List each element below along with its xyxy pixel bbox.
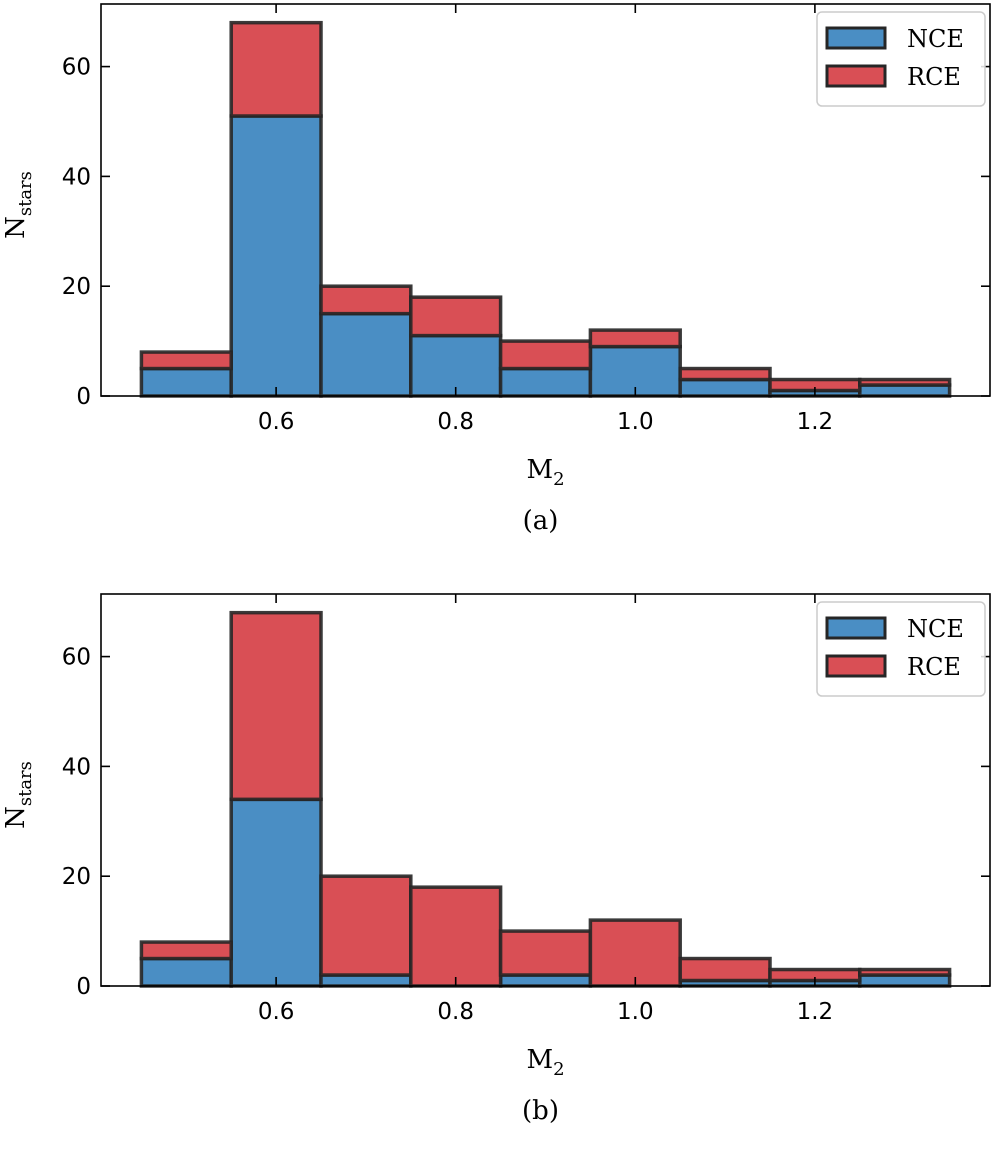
legend-label-nce: NCE	[907, 615, 964, 643]
x-tick-label: 0.6	[258, 999, 295, 1025]
y-tick-label: 0	[76, 384, 91, 410]
legend: NCE RCE	[816, 601, 986, 697]
bar-nce-0	[139, 956, 233, 988]
x-tick-label: 0.8	[437, 999, 474, 1025]
bar-nce-3	[409, 333, 503, 398]
bar-nce-2	[319, 311, 413, 398]
axes-frame	[100, 593, 991, 987]
y-tick-label: 20	[62, 864, 91, 890]
bar-rce-0	[139, 350, 233, 371]
x-tick-label: 1.2	[797, 999, 834, 1025]
legend-swatch-rce	[825, 654, 887, 678]
bar-nce-4	[498, 366, 593, 398]
bar-rce-2	[319, 284, 413, 316]
bar-rce-6	[678, 366, 772, 382]
legend-label-nce: NCE	[907, 25, 964, 53]
x-tick-label: 1.0	[617, 999, 654, 1025]
legend: NCE RCE	[816, 11, 986, 107]
bar-rce-3	[409, 885, 503, 988]
axes-frame	[100, 3, 991, 397]
x-tick-label: 1.2	[797, 409, 834, 435]
legend-swatch-rce	[825, 64, 887, 88]
x-tick-label: 0.6	[258, 409, 295, 435]
y-tick-label: 40	[62, 164, 91, 190]
panel-caption: (a)	[523, 506, 559, 536]
y-axis-label: Nstars	[1, 761, 36, 829]
bar-nce-6	[678, 377, 772, 398]
bar-nce-1	[229, 797, 323, 988]
legend-label-rce: RCE	[907, 63, 961, 91]
legend-swatch-nce	[825, 616, 887, 640]
legend-label-rce: RCE	[907, 653, 961, 681]
bar-rce-1	[229, 610, 323, 802]
bar-rce-6	[678, 956, 772, 983]
x-axis-label: M2	[526, 455, 564, 490]
y-tick-label: 60	[62, 645, 91, 671]
bar-rce-8	[858, 377, 952, 387]
panel-caption: (b)	[522, 1096, 559, 1126]
bar-rce-3	[409, 295, 503, 338]
bar-nce-0	[139, 366, 233, 398]
bar-rce-0	[139, 940, 233, 961]
legend-swatch-nce	[825, 26, 887, 50]
histogram-b: 0.6 0.8 1.0 1.2 0 20 40 60 M2 Nstars (b) NCE RCE	[1, 593, 991, 1126]
x-tick-label: 0.8	[437, 409, 474, 435]
bar-nce-1	[229, 114, 323, 398]
histogram-a: 0.6 0.8 1.0 1.2 0 20 40 60 M2 Nstars (a) NCE RCE	[1, 3, 991, 536]
bar-rce-4	[498, 929, 593, 977]
bar-rce-5	[588, 328, 682, 349]
bar-rce-4	[498, 339, 593, 371]
y-tick-label: 60	[62, 55, 91, 81]
bar-rce-1	[229, 20, 323, 118]
bar-rce-5	[588, 918, 682, 988]
bar-rce-8	[858, 967, 952, 977]
x-tick-label: 1.0	[617, 409, 654, 435]
bar-rce-2	[319, 874, 413, 977]
bars	[139, 20, 952, 398]
y-axis-label: Nstars	[1, 171, 36, 239]
y-tick-label: 20	[62, 274, 91, 300]
chart-panel-b: 0.6 0.8 1.0 1.2 0 20 40 60 M2 Nstars (b) NCE RCE	[0, 590, 1002, 1150]
x-axis-label: M2	[526, 1045, 564, 1080]
y-tick-label: 40	[62, 754, 91, 780]
chart-panel-a: 0.6 0.8 1.0 1.2 0 20 40 60 M2 Nstars (a) NCE RCE	[0, 0, 1002, 560]
y-tick-label: 0	[76, 974, 91, 1000]
